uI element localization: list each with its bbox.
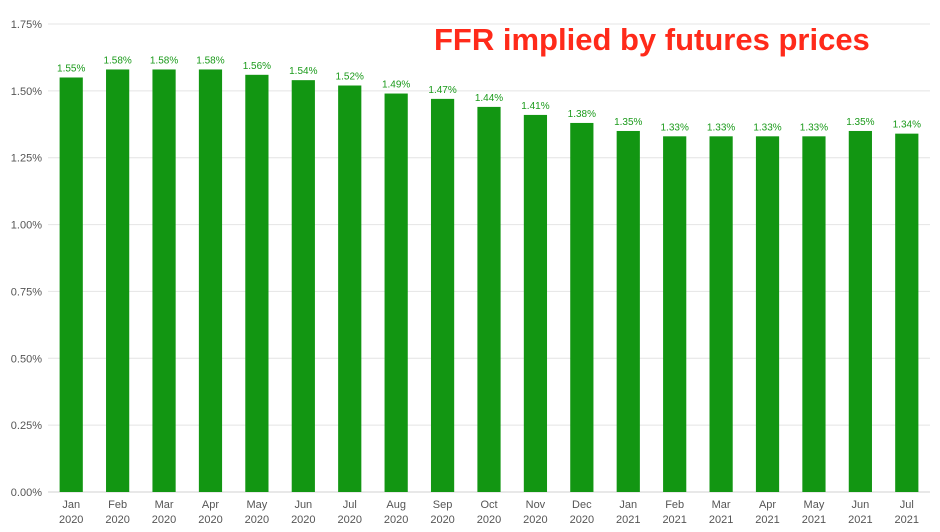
bar	[430, 98, 455, 492]
x-tick-label-year: 2021	[848, 514, 872, 526]
x-tick-label-year: 2021	[616, 514, 640, 526]
data-label: 1.38%	[568, 109, 596, 120]
y-tick-label: 0.75%	[11, 286, 42, 298]
x-tick-label-year: 2021	[895, 514, 919, 526]
x-tick-label-year: 2020	[59, 514, 83, 526]
data-label: 1.35%	[846, 117, 874, 128]
bar	[291, 80, 315, 492]
x-tick-label-month: Apr	[759, 499, 776, 511]
bar	[477, 106, 501, 492]
x-tick-label-year: 2020	[105, 514, 129, 526]
x-tick-label-month: Jul	[900, 499, 914, 511]
bar	[709, 136, 733, 492]
x-tick-label-year: 2020	[245, 514, 269, 526]
bar	[198, 69, 223, 492]
x-tick-label-month: Jul	[343, 499, 357, 511]
x-tick-label-month: Mar	[712, 499, 731, 511]
data-label: 1.52%	[336, 72, 364, 83]
x-tick-label-month: Jan	[619, 499, 637, 511]
bar	[523, 114, 548, 492]
bar	[59, 77, 83, 492]
y-tick-label: 1.25%	[11, 153, 42, 165]
x-tick-label-month: Jun	[294, 499, 312, 511]
bar	[895, 133, 919, 492]
bar	[802, 136, 826, 492]
x-tick-label-year: 2020	[523, 514, 547, 526]
data-label: 1.47%	[428, 85, 456, 96]
bar	[755, 136, 780, 492]
data-label: 1.49%	[382, 80, 410, 91]
x-tick-label-year: 2020	[291, 514, 315, 526]
data-label: 1.56%	[243, 61, 271, 72]
data-label: 1.33%	[753, 122, 781, 133]
x-tick-label-month: Mar	[155, 499, 174, 511]
data-label: 1.58%	[150, 55, 178, 66]
y-tick-label: 1.75%	[11, 19, 42, 31]
x-tick-label-month: Apr	[202, 499, 219, 511]
data-label: 1.41%	[521, 101, 549, 112]
data-label: 1.44%	[475, 93, 503, 104]
y-tick-label: 1.50%	[11, 86, 42, 98]
bar	[570, 122, 594, 492]
x-tick-label-month: Jun	[851, 499, 869, 511]
bars	[59, 69, 919, 492]
x-tick-label-month: Jan	[62, 499, 80, 511]
bar	[106, 69, 130, 492]
x-tick-label-year: 2021	[802, 514, 826, 526]
x-tick-label-month: Feb	[108, 499, 127, 511]
data-label: 1.33%	[661, 122, 689, 133]
x-tick-label-year: 2020	[384, 514, 408, 526]
x-tick-label-year: 2021	[709, 514, 733, 526]
x-tick-label-year: 2020	[477, 514, 501, 526]
y-axis: 0.00% 0.25% 0.50% 0.75% 1.00% 1.25% 1.50% 1.75%	[11, 19, 42, 499]
x-tick-label-month: Sep	[433, 499, 453, 511]
x-tick-label-month: Feb	[665, 499, 684, 511]
bar	[848, 130, 872, 492]
data-label: 1.55%	[57, 63, 85, 74]
data-label: 1.54%	[289, 66, 317, 77]
bar	[616, 130, 640, 492]
bar	[152, 69, 176, 492]
y-tick-label: 0.25%	[11, 420, 42, 432]
x-tick-label-month: May	[804, 499, 825, 511]
y-tick-label: 1.00%	[11, 220, 42, 232]
x-tick-label-month: Dec	[572, 499, 592, 511]
data-labels: 1.55% 1.58% 1.58% 1.58% 1.56% 1.54% 1.52% 1.49%…	[57, 55, 921, 133]
x-tick-label-year: 2020	[337, 514, 361, 526]
bar	[338, 85, 362, 492]
y-tick-label: 0.00%	[11, 487, 42, 499]
data-label: 1.33%	[707, 122, 735, 133]
bar	[245, 74, 269, 492]
bar	[663, 136, 687, 492]
x-axis: Jan 2020 Feb 2020 Mar 2020 Apr 2020 May 2020 Jun 20…	[59, 499, 919, 526]
x-tick-label-year: 2020	[198, 514, 222, 526]
data-label: 1.35%	[614, 117, 642, 128]
x-tick-label-month: Aug	[386, 499, 406, 511]
data-label: 1.58%	[196, 55, 224, 66]
bar	[384, 93, 408, 492]
data-label: 1.33%	[800, 122, 828, 133]
x-tick-label-month: Oct	[480, 499, 497, 511]
x-tick-label-month: Nov	[526, 499, 546, 511]
y-tick-label: 0.50%	[11, 353, 42, 365]
x-tick-label-year: 2020	[152, 514, 176, 526]
x-tick-label-year: 2021	[662, 514, 686, 526]
chart-title: FFR implied by futures prices	[434, 22, 870, 57]
data-label: 1.58%	[103, 55, 131, 66]
x-tick-label-month: May	[247, 499, 268, 511]
x-tick-label-year: 2021	[755, 514, 779, 526]
data-label: 1.34%	[893, 120, 921, 131]
x-tick-label-year: 2020	[430, 514, 454, 526]
x-tick-label-year: 2020	[570, 514, 594, 526]
